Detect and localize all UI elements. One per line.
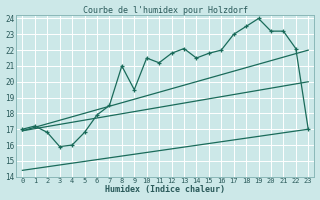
X-axis label: Humidex (Indice chaleur): Humidex (Indice chaleur) xyxy=(105,185,225,194)
Title: Courbe de l'humidex pour Holzdorf: Courbe de l'humidex pour Holzdorf xyxy=(83,6,248,15)
